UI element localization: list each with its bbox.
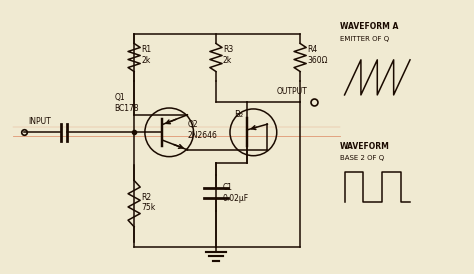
Text: INPUT: INPUT bbox=[28, 117, 51, 126]
Text: Q2
2N2646: Q2 2N2646 bbox=[188, 120, 218, 140]
Text: Q1
BC178: Q1 BC178 bbox=[115, 93, 139, 113]
Text: R1
2k: R1 2k bbox=[141, 45, 151, 65]
Text: R2
75k: R2 75k bbox=[141, 193, 155, 212]
Text: EMITTER OF Q: EMITTER OF Q bbox=[340, 36, 389, 42]
Text: OUTPUT: OUTPUT bbox=[277, 87, 308, 96]
Text: B₂: B₂ bbox=[234, 110, 243, 119]
Text: BASE 2 OF Q: BASE 2 OF Q bbox=[340, 155, 384, 161]
Text: R3
2k: R3 2k bbox=[223, 45, 233, 65]
Text: R4
360Ω: R4 360Ω bbox=[307, 45, 328, 65]
Text: WAVEFORM: WAVEFORM bbox=[340, 142, 390, 151]
Text: C1
0.02μF: C1 0.02μF bbox=[223, 183, 249, 203]
Text: WAVEFORM A: WAVEFORM A bbox=[340, 22, 398, 32]
